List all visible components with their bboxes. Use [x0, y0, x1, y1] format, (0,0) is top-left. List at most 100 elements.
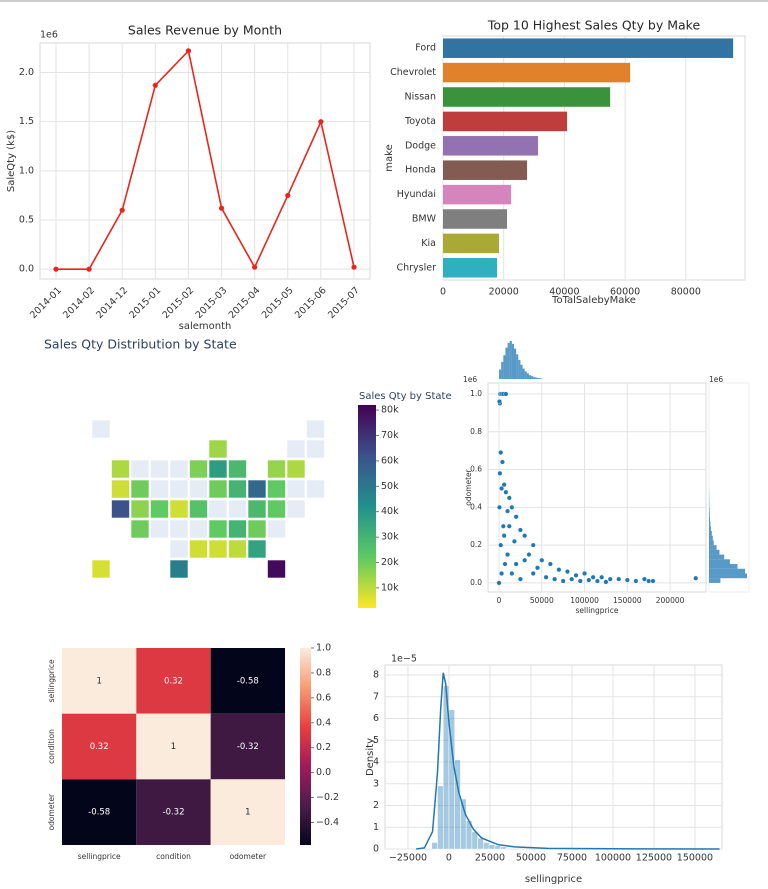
colorbar-tick-label: 30k	[381, 532, 399, 543]
marginal-bar	[709, 512, 710, 517]
histogram-bar	[483, 842, 490, 850]
x-tick-label: 2015-07	[326, 285, 362, 321]
scatter-point	[505, 508, 511, 514]
state-tile	[267, 479, 286, 499]
state-tile	[111, 479, 130, 499]
y-tick-label: 5	[373, 735, 379, 746]
x-tick-label: 150000	[677, 853, 713, 864]
x-tick-label: 50000	[516, 853, 546, 864]
y-tick-label: Dodge	[405, 140, 436, 151]
histogram-bar	[488, 844, 496, 850]
heatmap-cell	[210, 779, 285, 845]
scatter-point	[616, 576, 622, 582]
y-tick-label: condition	[47, 729, 56, 764]
line-point	[86, 266, 92, 272]
line-point	[252, 264, 258, 270]
state-tile	[189, 539, 208, 559]
scatter-point	[603, 579, 609, 585]
bar	[443, 136, 539, 156]
state-tile	[169, 459, 189, 479]
scatter-point	[526, 552, 532, 558]
scatter-point	[513, 514, 519, 520]
x-tick-label: 75000	[557, 853, 587, 864]
state-tile	[208, 539, 228, 559]
scatter-point	[564, 569, 570, 575]
cell-label: -0.32	[163, 808, 185, 818]
cell-label: 1	[96, 676, 101, 686]
cell-label: -0.58	[88, 808, 110, 818]
state-tile	[189, 519, 208, 539]
scatter-point	[513, 561, 519, 567]
scatter-point	[556, 567, 562, 573]
x-tick-label: 80000	[671, 287, 701, 298]
marginal-bar	[709, 564, 738, 569]
y-tick-label: Chrysler	[396, 262, 436, 273]
scatter-point	[624, 577, 630, 583]
bar	[443, 233, 500, 254]
state-tile	[169, 519, 189, 539]
y-tick-label: 7	[373, 691, 379, 702]
bar	[443, 38, 734, 58]
cell-label: -0.32	[237, 742, 259, 752]
marginal-bar	[709, 521, 711, 527]
marginal-bar	[522, 368, 525, 379]
state-tile	[150, 519, 169, 539]
y-tick-label: Chevrolet	[390, 67, 436, 78]
state-tile	[130, 479, 150, 499]
colorbar-tick-label: 0.2	[316, 742, 331, 753]
colorbar	[358, 405, 376, 608]
marginal-bar	[503, 355, 506, 379]
heatmap-cell	[62, 648, 137, 714]
colorbar-tick-label: 0.4	[316, 717, 331, 728]
y-tick-label: 6	[373, 713, 379, 724]
x-axis-label: sellingprice	[576, 606, 619, 615]
histogram-bar	[431, 842, 438, 850]
colorbar-tick-label: 80k	[381, 405, 399, 416]
scatter-point	[501, 482, 507, 488]
marginal-bar	[535, 377, 538, 379]
scatter-point	[506, 495, 512, 501]
y-tick-label: odometer	[47, 793, 56, 830]
histogram-bar	[494, 845, 501, 850]
state-tile	[267, 459, 286, 479]
map-title: Sales Qty Distribution by State	[44, 337, 237, 352]
x-tick-label: 50000	[530, 596, 554, 605]
line-point	[318, 119, 324, 125]
y-tick-label: Nissan	[405, 92, 437, 103]
scatter-point	[497, 470, 503, 476]
marginal-bar	[501, 361, 504, 379]
scatter-point	[547, 561, 553, 567]
cell-label: 1	[245, 808, 250, 818]
x-axis-label: salemonth	[179, 321, 232, 332]
y-tick-label: 2.0	[19, 67, 34, 78]
y-tick-label: 0	[373, 844, 379, 855]
state-tile	[150, 499, 169, 519]
state-tile	[267, 519, 286, 539]
marginal-bar	[520, 364, 523, 379]
x-tick-label: 2015-02	[160, 285, 196, 321]
state-tile	[91, 419, 111, 439]
bar	[443, 62, 631, 83]
x-tick-label: 2015-01	[127, 285, 163, 321]
y-tick-label: 0.6	[470, 465, 482, 474]
marginal-bar	[709, 554, 725, 560]
scatter-point	[506, 523, 512, 529]
x-tick-label: 0	[497, 596, 502, 605]
scatter-point	[586, 577, 592, 583]
state-tile	[247, 539, 267, 559]
x-tick-label: 2014-01	[28, 285, 64, 321]
state-tile	[228, 539, 247, 559]
x-tick-label: 125000	[636, 853, 672, 864]
marginal-bar	[537, 378, 540, 379]
colorbar-title: Sales Qty by State	[359, 391, 452, 402]
marginal-bar	[539, 378, 542, 379]
colorbar-tick-label: 1.0	[316, 643, 331, 654]
histogram-bar	[477, 837, 484, 850]
scatter-point	[543, 574, 549, 580]
y-tick-label: Hyundai	[397, 189, 436, 200]
scatter-point	[535, 565, 541, 571]
x-tick-label: 2015-04	[227, 285, 263, 321]
scatter-point	[517, 527, 523, 533]
state-tile	[286, 479, 306, 499]
